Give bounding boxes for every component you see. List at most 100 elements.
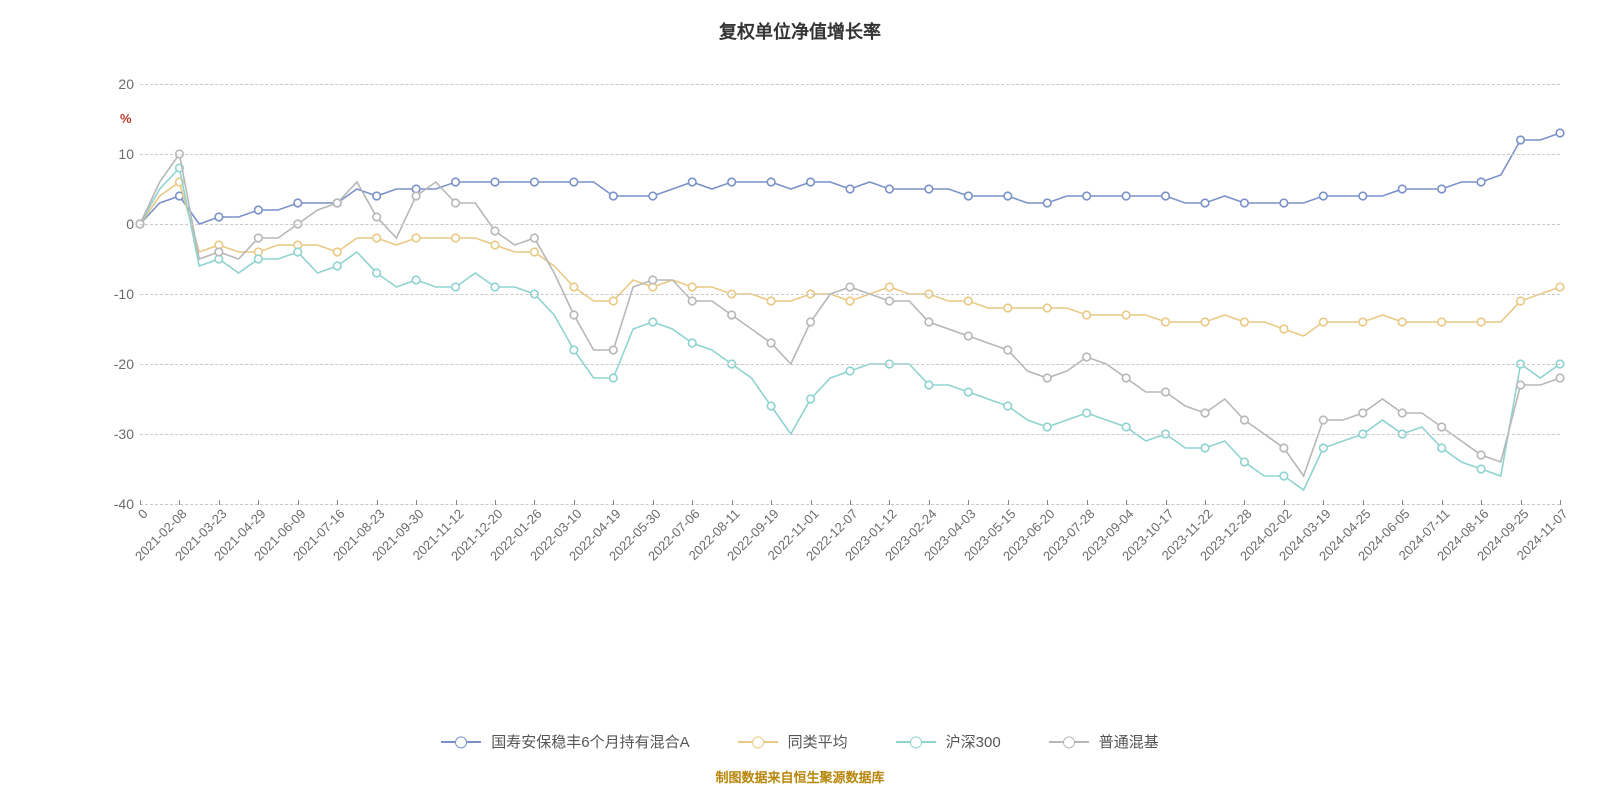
- x-axis: 02021-02-082021-03-232021-04-292021-06-0…: [140, 500, 1560, 640]
- series-marker: [807, 395, 815, 403]
- series-marker: [1438, 185, 1446, 193]
- series-marker: [767, 178, 775, 186]
- legend-swatch: [738, 741, 778, 743]
- series-marker: [688, 178, 696, 186]
- series-marker: [688, 297, 696, 305]
- series-marker: [1359, 318, 1367, 326]
- series-marker: [1320, 192, 1328, 200]
- series-marker: [965, 192, 973, 200]
- series-marker: [491, 283, 499, 291]
- x-tick-mark: [377, 500, 378, 505]
- series-marker: [1517, 297, 1525, 305]
- series-marker: [1043, 199, 1051, 207]
- series-marker: [333, 262, 341, 270]
- series-marker: [531, 178, 539, 186]
- series-marker: [1556, 283, 1564, 291]
- x-tick-mark: [574, 500, 575, 505]
- series-marker: [846, 283, 854, 291]
- x-tick-mark: [811, 500, 812, 505]
- legend-item: 国寿安保稳丰6个月持有混合A: [441, 731, 689, 752]
- gridline: [140, 84, 1560, 85]
- series-marker: [412, 234, 420, 242]
- series-marker: [807, 178, 815, 186]
- series-marker: [1320, 318, 1328, 326]
- legend-label: 普通混基: [1099, 731, 1159, 752]
- series-marker: [649, 318, 657, 326]
- plot-surface: [140, 84, 1560, 504]
- x-tick-mark: [692, 500, 693, 505]
- series-marker: [767, 297, 775, 305]
- series-marker: [215, 248, 223, 256]
- series-marker: [373, 192, 381, 200]
- x-tick-mark: [1481, 500, 1482, 505]
- series-marker: [1241, 318, 1249, 326]
- series-marker: [1122, 374, 1130, 382]
- series-marker: [610, 192, 618, 200]
- series-marker: [491, 178, 499, 186]
- series-marker: [255, 234, 263, 242]
- x-tick-mark: [219, 500, 220, 505]
- series-marker: [1043, 423, 1051, 431]
- x-tick-mark: [1560, 500, 1561, 505]
- series-marker: [1280, 472, 1288, 480]
- series-marker: [846, 367, 854, 375]
- x-tick-mark: [1126, 500, 1127, 505]
- gridline: [140, 224, 1560, 225]
- series-marker: [767, 339, 775, 347]
- series-marker: [1320, 444, 1328, 452]
- series-marker: [1556, 374, 1564, 382]
- series-marker: [255, 206, 263, 214]
- series-marker: [728, 311, 736, 319]
- gridline: [140, 364, 1560, 365]
- series-marker: [1398, 318, 1406, 326]
- series-marker: [215, 213, 223, 221]
- series-marker: [1438, 444, 1446, 452]
- series-marker: [767, 402, 775, 410]
- x-tick-mark: [1323, 500, 1324, 505]
- series-marker: [1004, 346, 1012, 354]
- series-marker: [531, 234, 539, 242]
- series-marker: [1083, 409, 1091, 417]
- series-marker: [965, 297, 973, 305]
- x-tick-mark: [929, 500, 930, 505]
- x-tick-mark: [653, 500, 654, 505]
- series-marker: [886, 283, 894, 291]
- series-marker: [412, 276, 420, 284]
- x-tick-mark: [968, 500, 969, 505]
- y-tick-label: -30: [90, 426, 134, 442]
- y-axis: 20100-10-20-30-40: [90, 84, 140, 504]
- series-marker: [688, 339, 696, 347]
- series-marker: [1083, 192, 1091, 200]
- x-tick-mark: [1442, 500, 1443, 505]
- series-marker: [1398, 185, 1406, 193]
- legend-item: 普通混基: [1049, 731, 1159, 752]
- series-marker: [294, 199, 302, 207]
- series-marker: [925, 381, 933, 389]
- series-line: [140, 154, 1560, 476]
- series-marker: [1241, 416, 1249, 424]
- chart-plot-area: 20100-10-20-30-40 %: [140, 84, 1560, 504]
- x-tick-mark: [1008, 500, 1009, 505]
- x-tick-mark: [1205, 500, 1206, 505]
- series-marker: [1241, 199, 1249, 207]
- series-marker: [373, 234, 381, 242]
- series-line: [140, 133, 1560, 224]
- series-marker: [1122, 192, 1130, 200]
- x-tick-mark: [140, 500, 141, 505]
- series-marker: [728, 178, 736, 186]
- series-marker: [333, 248, 341, 256]
- series-marker: [1004, 192, 1012, 200]
- series-marker: [452, 283, 460, 291]
- series-marker: [1280, 199, 1288, 207]
- series-marker: [570, 346, 578, 354]
- series-marker: [1280, 444, 1288, 452]
- series-marker: [688, 283, 696, 291]
- x-tick-mark: [1166, 500, 1167, 505]
- series-marker: [491, 241, 499, 249]
- series-marker: [846, 297, 854, 305]
- series-marker: [1162, 192, 1170, 200]
- series-marker: [1438, 318, 1446, 326]
- series-marker: [1517, 381, 1525, 389]
- x-tick-mark: [456, 500, 457, 505]
- x-tick-mark: [1047, 500, 1048, 505]
